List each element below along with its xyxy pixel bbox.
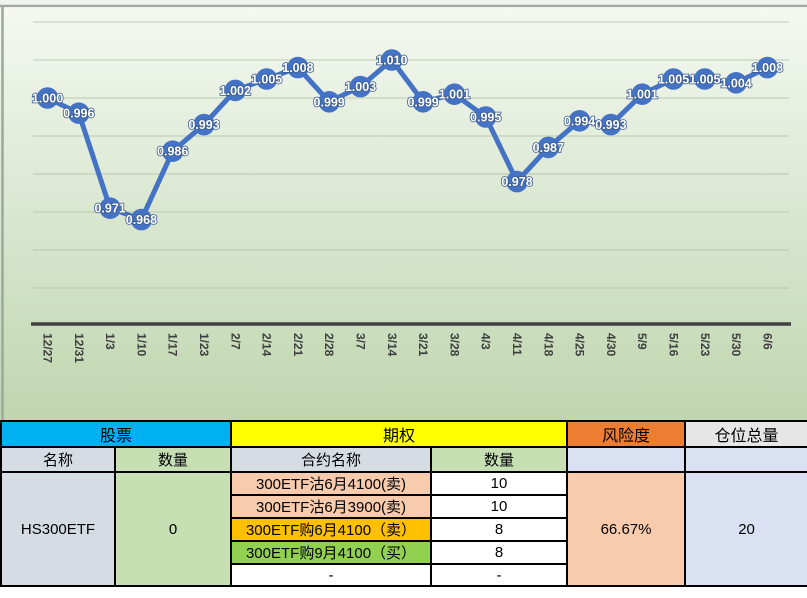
line-chart-canvas: 1.0000.9960.9710.9680.9860.9931.0021.005…	[0, 0, 807, 420]
svg-text:0.987: 0.987	[533, 141, 564, 155]
table-row: 300ETF沽6月3900(卖) 10	[1, 494, 807, 519]
svg-text:1/23: 1/23	[197, 333, 211, 357]
svg-text:12/27: 12/27	[41, 333, 55, 363]
svg-text:4/30: 4/30	[604, 333, 618, 357]
svg-text:1.005: 1.005	[658, 73, 689, 87]
svg-text:4/25: 4/25	[573, 333, 587, 357]
svg-text:0.971: 0.971	[94, 202, 125, 216]
positions-table-area: 股票 期权 风险度 仓位总量 名称 数量 合约名称 数量 HS300ETF 0 …	[0, 420, 807, 598]
table-row: - -	[1, 563, 807, 587]
table-row: 300ETF购9月4100（买） 8	[1, 540, 807, 565]
contract-name-cell[interactable]: 300ETF沽6月3900(卖)	[230, 494, 433, 519]
svg-text:3/21: 3/21	[416, 333, 430, 357]
group-header-row: 股票 期权 风险度 仓位总量	[0, 420, 807, 448]
svg-text:0.995: 0.995	[470, 111, 501, 125]
svg-text:0.978: 0.978	[501, 175, 532, 189]
net-value-line-chart: 1.000 0.996 0.971 0.968 0.986 0.993 1.002 1.005…	[0, 0, 807, 420]
subheader-contract-name[interactable]: 合约名称	[230, 446, 433, 473]
subheader-stock-qty[interactable]: 数量	[113, 446, 233, 473]
contract-qty-cell[interactable]: 10	[430, 494, 569, 519]
svg-text:1.003: 1.003	[345, 80, 376, 94]
svg-text:0.986: 0.986	[157, 145, 188, 159]
header-options[interactable]: 期权	[230, 420, 569, 448]
header-stock[interactable]: 股票	[0, 420, 233, 448]
svg-text:1.008: 1.008	[752, 61, 783, 75]
contract-name-cell[interactable]: 300ETF购9月4100（买）	[230, 540, 433, 565]
svg-text:1.002: 1.002	[220, 84, 251, 98]
svg-text:1/10: 1/10	[134, 333, 148, 357]
table-row: HS300ETF 0 300ETF沽6月4100(卖) 10 66.67% 20	[0, 471, 807, 587]
svg-text:1.005: 1.005	[689, 73, 720, 87]
svg-text:0.994: 0.994	[564, 114, 595, 128]
sub-header-row: 名称 数量 合约名称 数量	[0, 446, 807, 473]
svg-text:5/30: 5/30	[729, 333, 743, 357]
svg-text:2/21: 2/21	[291, 333, 305, 357]
table-row: 300ETF购6月4100（卖） 8	[1, 517, 807, 542]
svg-text:0.968: 0.968	[126, 213, 157, 227]
stock-qty-cell[interactable]: 0	[113, 471, 233, 587]
svg-text:6/6: 6/6	[760, 333, 774, 350]
svg-text:1.008: 1.008	[282, 61, 313, 75]
svg-text:2/7: 2/7	[228, 333, 242, 350]
svg-text:1.001: 1.001	[439, 88, 470, 102]
header-total-position[interactable]: 仓位总量	[684, 420, 807, 448]
svg-text:1/3: 1/3	[103, 333, 117, 350]
subheader-total-blank[interactable]	[684, 446, 807, 473]
svg-text:0.993: 0.993	[595, 118, 626, 132]
stock-name-cell[interactable]: HS300ETF	[0, 471, 116, 587]
svg-text:0.999: 0.999	[407, 95, 438, 109]
svg-text:2/28: 2/28	[322, 333, 336, 357]
subheader-risk-blank[interactable]	[566, 446, 687, 473]
positions-table: 股票 期权 风险度 仓位总量 名称 数量 合约名称 数量 HS300ETF 0 …	[0, 420, 807, 587]
svg-text:1.000: 1.000	[32, 92, 63, 106]
svg-text:2/14: 2/14	[260, 333, 274, 357]
svg-text:5/9: 5/9	[635, 333, 649, 350]
risk-value-cell[interactable]: 66.67%	[566, 471, 687, 587]
subheader-stock-name[interactable]: 名称	[0, 446, 116, 473]
contract-qty-cell[interactable]: 8	[430, 540, 569, 565]
contract-qty-cell[interactable]: 10	[430, 471, 569, 496]
contract-qty-cell[interactable]: 8	[430, 517, 569, 542]
svg-text:1.005: 1.005	[251, 73, 282, 87]
contract-name-cell[interactable]: 300ETF沽6月4100(卖)	[230, 471, 433, 496]
svg-text:1.001: 1.001	[627, 88, 658, 102]
svg-text:3/7: 3/7	[354, 333, 368, 350]
contract-name-cell[interactable]: 300ETF购6月4100（卖）	[230, 517, 433, 542]
svg-text:1.004: 1.004	[720, 76, 751, 90]
svg-text:3/28: 3/28	[447, 333, 461, 357]
total-position-cell[interactable]: 20	[684, 471, 807, 587]
header-risk[interactable]: 风险度	[566, 420, 687, 448]
svg-text:0.999: 0.999	[314, 95, 345, 109]
contract-qty-cell[interactable]: -	[430, 563, 569, 587]
svg-text:3/14: 3/14	[385, 333, 399, 357]
svg-text:0.993: 0.993	[188, 118, 219, 132]
svg-text:5/23: 5/23	[698, 333, 712, 357]
svg-text:4/18: 4/18	[541, 333, 555, 357]
svg-text:4/11: 4/11	[510, 333, 524, 356]
contract-name-cell[interactable]: -	[230, 563, 433, 587]
svg-text:4/3: 4/3	[479, 333, 493, 350]
svg-text:5/16: 5/16	[667, 333, 681, 357]
svg-text:1.010: 1.010	[376, 54, 407, 68]
svg-text:12/31: 12/31	[72, 333, 86, 363]
svg-text:1/17: 1/17	[166, 333, 180, 357]
subheader-contract-qty[interactable]: 数量	[430, 446, 569, 473]
svg-text:0.996: 0.996	[63, 107, 94, 121]
